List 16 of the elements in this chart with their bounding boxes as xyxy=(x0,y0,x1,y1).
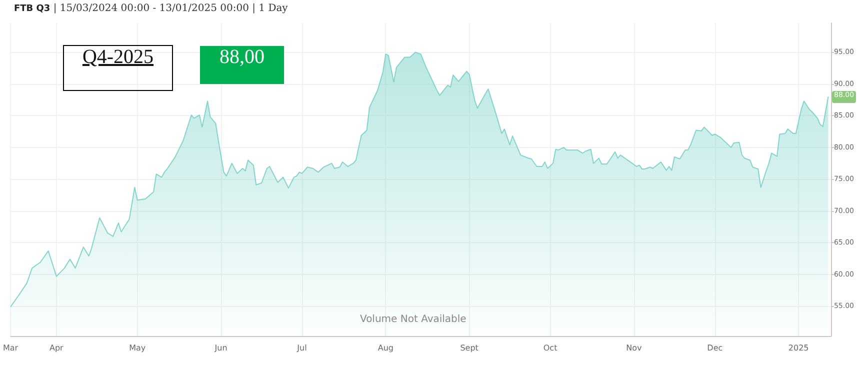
x-tick-label: Mar xyxy=(3,344,19,352)
x-tick-label: Oct xyxy=(543,344,558,352)
x-tick-label: Jul xyxy=(296,344,307,352)
x-tick-label: May xyxy=(129,344,146,352)
x-tick-label: Sept xyxy=(460,344,478,352)
x-tick-label: Dec xyxy=(707,344,723,352)
x-tick-label: Aug xyxy=(378,344,394,352)
x-tick-label: Apr xyxy=(50,344,64,352)
chart-subtitle: | 15/03/2024 00:00 - 13/01/2025 00:00 | 1 Day xyxy=(53,3,288,14)
x-tick-label: Nov xyxy=(626,344,642,352)
x-tick-label: Jun xyxy=(214,344,228,352)
annotation: Volume Not Available xyxy=(360,314,466,325)
annotation: Q4-2025 xyxy=(63,45,173,91)
chart-title: FTB Q3 xyxy=(14,4,50,14)
annotation: 88,00 xyxy=(200,46,284,84)
x-tick-label: 2025 xyxy=(788,344,809,352)
